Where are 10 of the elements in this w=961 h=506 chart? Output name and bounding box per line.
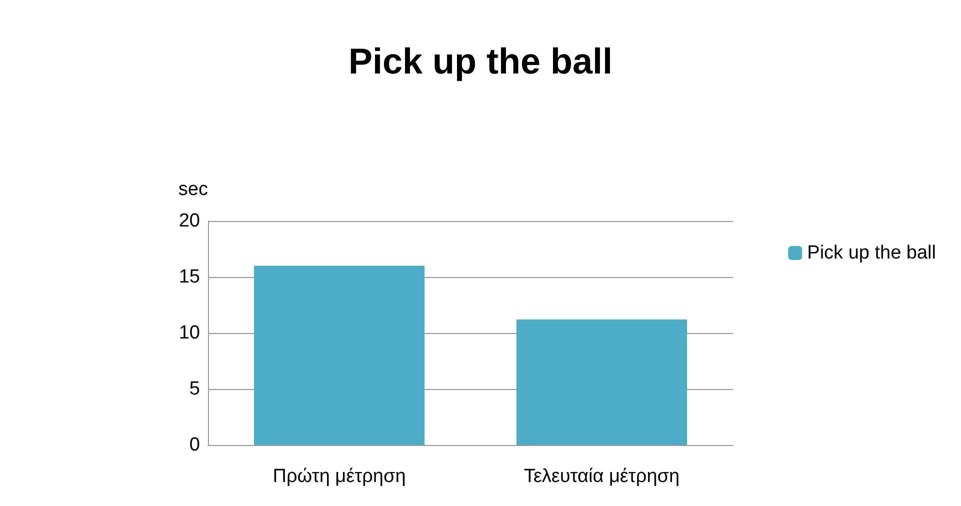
y-tick-label: 5 [189, 378, 200, 400]
y-axis-title: sec [178, 179, 208, 200]
legend-label: Pick up the ball [807, 242, 936, 264]
chart-title: Pick up the ball [348, 40, 613, 82]
y-tick-label: 20 [178, 210, 200, 232]
x-tick-label: Πρώτη μέτρηση [272, 466, 406, 487]
y-tick-label: 15 [178, 266, 200, 288]
y-tick-label: 0 [189, 434, 200, 456]
y-tick-label: 10 [178, 322, 200, 344]
x-tick-label: Τελευταία μέτρηση [524, 466, 680, 487]
